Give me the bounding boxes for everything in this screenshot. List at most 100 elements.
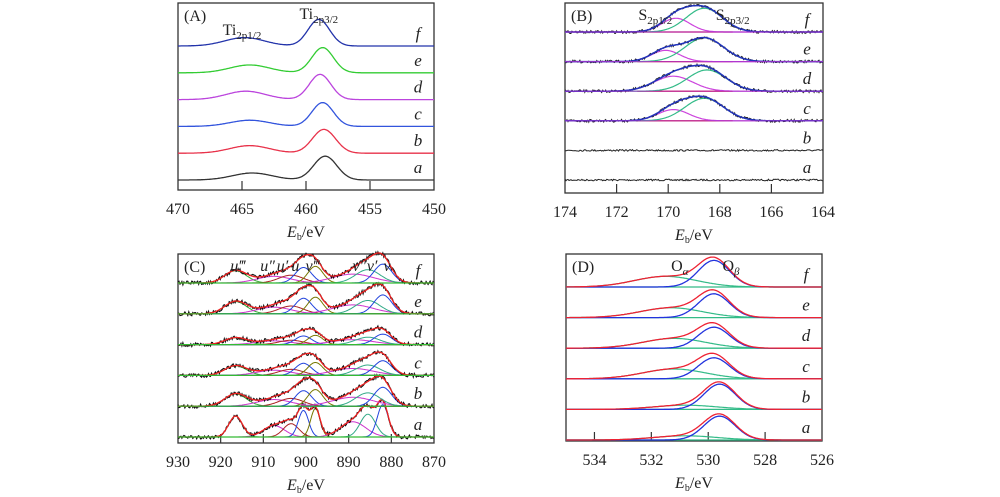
fit-envelope <box>566 322 822 349</box>
x-tick-label: 890 <box>337 454 361 471</box>
fit-envelope <box>178 398 434 438</box>
row-label: c <box>414 104 422 123</box>
panel-label: (B) <box>571 8 592 25</box>
peak-annotation: v <box>384 258 392 275</box>
series-b: b <box>564 128 824 153</box>
peak-annotation: Ti2p1/2 <box>223 22 262 42</box>
row-label: e <box>414 292 422 311</box>
row-label: f <box>805 10 812 29</box>
x-tick-label: 534 <box>582 452 606 469</box>
row-label: e <box>414 51 422 70</box>
series-f: f <box>566 256 822 288</box>
series-e: e <box>566 289 822 319</box>
series-c: c <box>566 352 822 380</box>
series-a: a <box>178 155 434 181</box>
fit-envelope <box>566 289 822 319</box>
x-tick-label: 532 <box>639 452 663 469</box>
spectrum-line <box>564 148 824 153</box>
fit-peak-s2p1-2 <box>565 17 823 33</box>
fit-peak-s2p1-2 <box>565 75 823 92</box>
series-c: c <box>177 349 435 380</box>
fit-envelope <box>178 283 434 315</box>
row-label: b <box>802 387 811 406</box>
series-d: d <box>178 73 434 101</box>
spectrum-data <box>564 94 824 124</box>
series-a: a <box>566 413 822 441</box>
row-label: f <box>416 24 423 43</box>
series-a: a <box>564 158 824 182</box>
row-label: d <box>803 69 812 88</box>
spectrum-line <box>178 128 434 154</box>
peak-annotation: u′ <box>277 258 289 275</box>
x-axis-label: Eb/eV <box>286 477 325 496</box>
fit-envelope <box>566 413 822 441</box>
row-label: c <box>802 357 810 376</box>
fit-peak-o-beta <box>566 259 822 288</box>
x-tick-label: 172 <box>605 204 629 221</box>
spectrum-line <box>178 101 434 128</box>
x-tick-label: 455 <box>358 201 382 218</box>
fit-envelope <box>565 95 823 122</box>
series-e: e <box>178 46 434 74</box>
peak-annotation: Oβ <box>722 258 740 278</box>
spectrum-data <box>564 3 824 35</box>
row-label: a <box>414 158 423 177</box>
x-tick-label: 910 <box>251 454 275 471</box>
x-tick-label: 460 <box>294 201 318 218</box>
x-axis-label: Eb/eV <box>674 227 713 246</box>
peak-annotation: v″ <box>352 258 366 275</box>
fit-peak-s2p1-2 <box>565 49 823 63</box>
fit-envelope <box>566 381 822 411</box>
row-label: b <box>414 384 423 403</box>
fit-envelope <box>178 375 434 407</box>
x-tick-label: 465 <box>230 201 254 218</box>
panel-label: (A) <box>184 8 206 25</box>
spectrum-line <box>564 178 824 182</box>
fit-peak-s2p1-2 <box>565 109 823 122</box>
series-f: f <box>178 18 434 47</box>
series-d: d <box>564 62 824 94</box>
plot-frame <box>564 2 824 194</box>
x-tick-label: 170 <box>656 204 680 221</box>
peak-annotation: S2p1/2 <box>638 7 672 27</box>
x-tick-label: 526 <box>810 452 834 469</box>
peak-annotation: S2p3/2 <box>716 7 750 27</box>
x-tick-label: 870 <box>422 454 446 471</box>
fit-envelope <box>565 4 823 33</box>
spectrum-data <box>564 62 824 94</box>
row-label: d <box>414 323 423 342</box>
spectrum-line <box>178 18 434 47</box>
row-label: e <box>803 40 811 59</box>
x-tick-label: 528 <box>753 452 777 469</box>
series-c: c <box>178 101 434 128</box>
spectrum-line <box>178 46 434 74</box>
series-d: d <box>566 322 822 349</box>
row-label: a <box>803 158 812 177</box>
series-c: c <box>564 94 824 124</box>
x-tick-label: 450 <box>422 201 446 218</box>
fit-envelope <box>566 256 822 288</box>
x-tick-label: 920 <box>209 454 233 471</box>
x-tick-label: 900 <box>294 454 318 471</box>
fit-envelope <box>565 64 823 92</box>
x-tick-label: 880 <box>379 454 403 471</box>
peak-annotation: u‴ <box>230 258 246 275</box>
x-tick-label: 164 <box>811 204 835 221</box>
fit-peak-s2p3-2 <box>565 69 823 92</box>
series-d: d <box>177 323 435 349</box>
peak-annotation: v′ <box>367 258 378 275</box>
peak-annotation: Ti2p3/2 <box>299 6 338 26</box>
x-axis-label: Eb/eV <box>674 475 713 494</box>
x-tick-label: 930 <box>166 454 190 471</box>
series-b: b <box>178 128 434 154</box>
row-label: f <box>416 261 423 280</box>
row-label: f <box>804 265 811 284</box>
series-b: b <box>177 373 435 410</box>
row-label: d <box>414 78 423 97</box>
fit-peak-s2p3-2 <box>565 37 823 63</box>
row-label: d <box>802 326 811 345</box>
